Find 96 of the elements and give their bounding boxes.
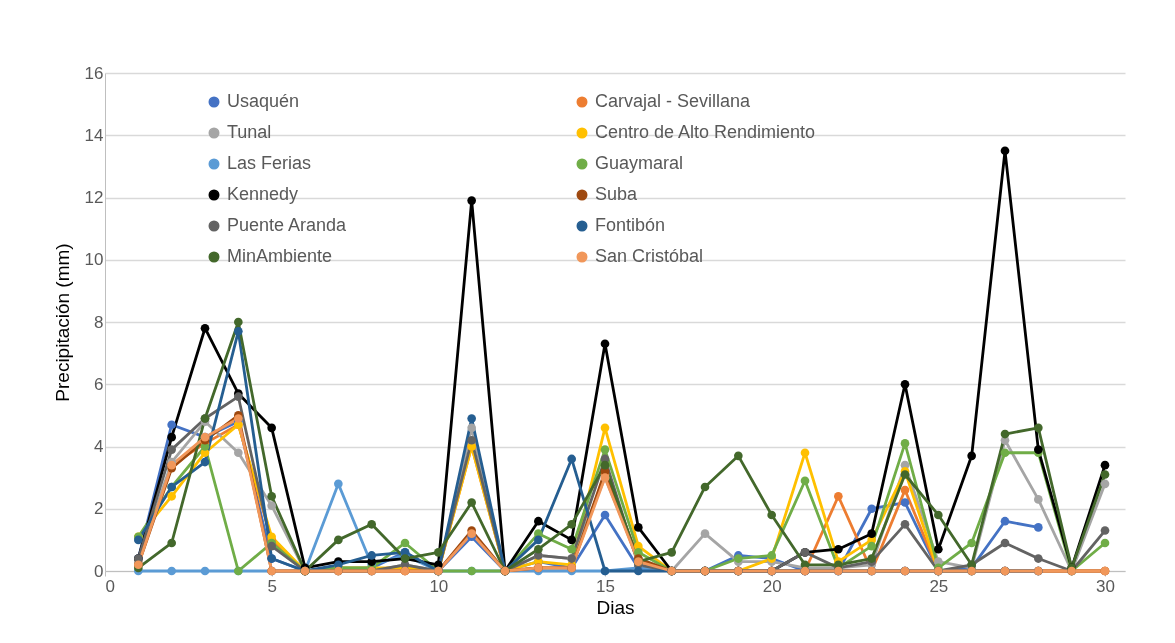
point	[467, 498, 476, 507]
point	[1034, 423, 1043, 433]
point	[1034, 523, 1043, 532]
x-tick-label: 30	[1096, 576, 1115, 596]
point	[1034, 554, 1043, 563]
point	[1100, 479, 1110, 489]
point	[234, 327, 243, 336]
point	[1000, 516, 1010, 526]
point	[600, 445, 610, 454]
point	[567, 454, 576, 464]
point	[267, 491, 276, 501]
point	[867, 529, 876, 538]
legend-label: Guaymaral	[595, 153, 684, 173]
y-tick-label: 16	[84, 63, 104, 83]
point	[267, 501, 276, 510]
point	[1100, 526, 1110, 535]
y-tick-label: 12	[84, 188, 104, 207]
point	[900, 498, 910, 507]
point	[1034, 495, 1043, 504]
point	[534, 535, 543, 545]
point	[834, 491, 843, 501]
legend-label: San Cristóbal	[595, 246, 704, 266]
point	[867, 541, 876, 551]
point	[167, 538, 176, 548]
point	[900, 519, 910, 529]
point	[167, 432, 176, 442]
point	[1100, 470, 1110, 479]
point	[734, 451, 743, 461]
point	[1034, 445, 1043, 454]
point	[567, 519, 576, 529]
legend-label: Kennedy	[227, 184, 299, 204]
point	[567, 535, 576, 545]
point	[334, 535, 343, 545]
point	[600, 339, 610, 349]
point	[1000, 146, 1010, 156]
point	[534, 544, 543, 554]
point	[934, 544, 943, 554]
x-tick-label: 5	[267, 576, 277, 596]
point	[167, 566, 176, 576]
y-tick-label: 0	[94, 561, 104, 581]
x-axis-title: Dias	[596, 596, 635, 618]
point	[900, 379, 910, 389]
y-axis-title: Precipitación (mm)	[51, 243, 73, 402]
legend-label: Carvajal - Sevillana	[595, 91, 752, 111]
legend-label: Puente Aranda	[227, 215, 348, 235]
point	[167, 445, 176, 454]
point	[667, 548, 676, 557]
point	[634, 523, 643, 532]
point	[767, 510, 776, 520]
point	[367, 519, 376, 529]
point	[534, 516, 543, 526]
x-tick-label: 25	[929, 576, 949, 596]
point	[600, 423, 610, 433]
point	[700, 529, 710, 538]
point	[967, 451, 976, 461]
point	[467, 423, 476, 433]
y-tick-label: 2	[94, 499, 104, 519]
point	[234, 392, 243, 402]
point	[900, 485, 910, 495]
point	[934, 510, 943, 520]
legend-label: Centro de Alto Rendimiento	[595, 122, 816, 142]
point	[900, 439, 910, 448]
legend-label: MinAmbiente	[227, 246, 333, 266]
point	[800, 448, 810, 458]
point	[434, 548, 443, 557]
point	[867, 504, 876, 514]
point	[1100, 460, 1110, 470]
point	[234, 317, 243, 327]
legend-label: Las Ferias	[227, 153, 312, 173]
legend-label: Usaquén	[227, 91, 300, 111]
point	[600, 460, 610, 470]
x-tick-label: 15	[596, 576, 615, 596]
point	[167, 420, 176, 430]
point	[200, 323, 210, 333]
point	[467, 414, 476, 423]
point	[567, 544, 576, 554]
point	[167, 491, 176, 501]
point	[334, 479, 343, 489]
y-tick-label: 4	[94, 437, 104, 456]
x-tick-label: 10	[429, 576, 449, 596]
point	[834, 544, 843, 554]
legend-label: Suba	[595, 184, 639, 204]
y-tick-label: 6	[94, 374, 104, 394]
legend-label: Tunal	[227, 122, 272, 142]
point	[234, 448, 243, 458]
x-tick-label: 20	[762, 576, 782, 596]
y-tick-label: 8	[94, 312, 104, 332]
point	[1000, 448, 1010, 458]
point	[367, 551, 376, 560]
y-tick-label: 14	[84, 125, 104, 145]
point	[267, 423, 276, 433]
legend-label: Fontibón	[595, 215, 666, 235]
point	[467, 196, 476, 205]
point	[967, 538, 976, 548]
point	[467, 435, 476, 445]
y-tick-label: 10	[84, 250, 104, 270]
